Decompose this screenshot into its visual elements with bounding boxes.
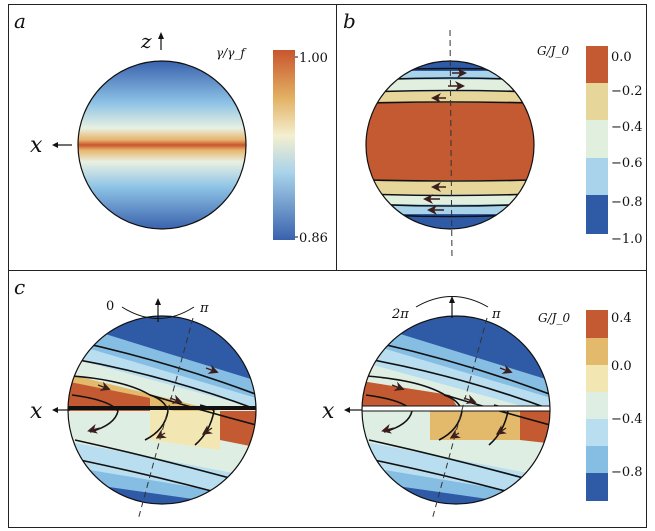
svg-text:−0.4: −0.4 xyxy=(611,412,643,427)
panel-b: b xyxy=(343,9,643,261)
panel-c: c xyxy=(14,275,643,521)
panel-c-right-angle-2pi: 2π xyxy=(391,307,409,322)
panel-c-right-angle-pi: π xyxy=(491,307,501,322)
panel-a: a z x γ/γ_f 1.00 0.86 xyxy=(14,9,328,246)
panel-c-left-rotation-axis xyxy=(137,317,194,521)
panel-c-colorbar-ticks: 0.4 0.0 −0.4 −0.8 xyxy=(611,311,643,480)
svg-text:−0.8: −0.8 xyxy=(611,195,643,210)
panel-b-sphere-bands xyxy=(366,61,534,229)
panel-c-right-x-label: x xyxy=(322,399,335,424)
panel-a-colorbar-max: 1.00 xyxy=(299,51,328,66)
panel-c-colorbar-title: G/J_0 xyxy=(538,311,570,325)
svg-text:−1.0: −1.0 xyxy=(611,232,643,247)
panel-c-colorbar xyxy=(586,310,608,501)
svg-text:0.4: 0.4 xyxy=(611,311,632,326)
panel-a-label: a xyxy=(14,9,26,33)
panel-c-left-x-label: x xyxy=(30,399,43,424)
svg-text:−0.4: −0.4 xyxy=(611,120,643,135)
svg-text:−0.2: −0.2 xyxy=(611,84,643,99)
panel-a-sphere xyxy=(77,60,247,230)
panel-a-colorbar xyxy=(273,50,295,240)
panel-a-colorbar-title: γ/γ_f xyxy=(216,46,247,60)
panel-b-rotation-axis xyxy=(449,29,453,261)
panel-b-colorbar-title: G/J_0 xyxy=(537,44,569,58)
panel-b-label: b xyxy=(343,9,356,33)
panel-c-right-rotation-axis xyxy=(431,317,488,521)
panel-a-z-label: z xyxy=(140,29,152,53)
panel-a-colorbar-min: 0.86 xyxy=(299,231,328,246)
panel-c-right-sphere: x 2π π xyxy=(322,296,551,521)
figure-frame xyxy=(8,4,647,528)
panel-c-left-sphere: x 0 π xyxy=(30,298,257,521)
panel-c-left-angle-0: 0 xyxy=(106,299,114,314)
svg-text:−0.6: −0.6 xyxy=(611,156,643,171)
panel-c-left-angle-pi: π xyxy=(199,301,209,316)
panel-b-colorbar-ticks: 0.0 −0.2 −0.4 −0.6 −0.8 −1.0 xyxy=(611,50,643,247)
panel-a-x-label: x xyxy=(30,133,43,158)
svg-text:0.0: 0.0 xyxy=(611,359,632,374)
svg-text:0.0: 0.0 xyxy=(611,50,632,65)
panel-b-colorbar xyxy=(586,46,608,234)
svg-text:−0.8: −0.8 xyxy=(611,465,643,480)
panel-c-label: c xyxy=(14,275,25,299)
